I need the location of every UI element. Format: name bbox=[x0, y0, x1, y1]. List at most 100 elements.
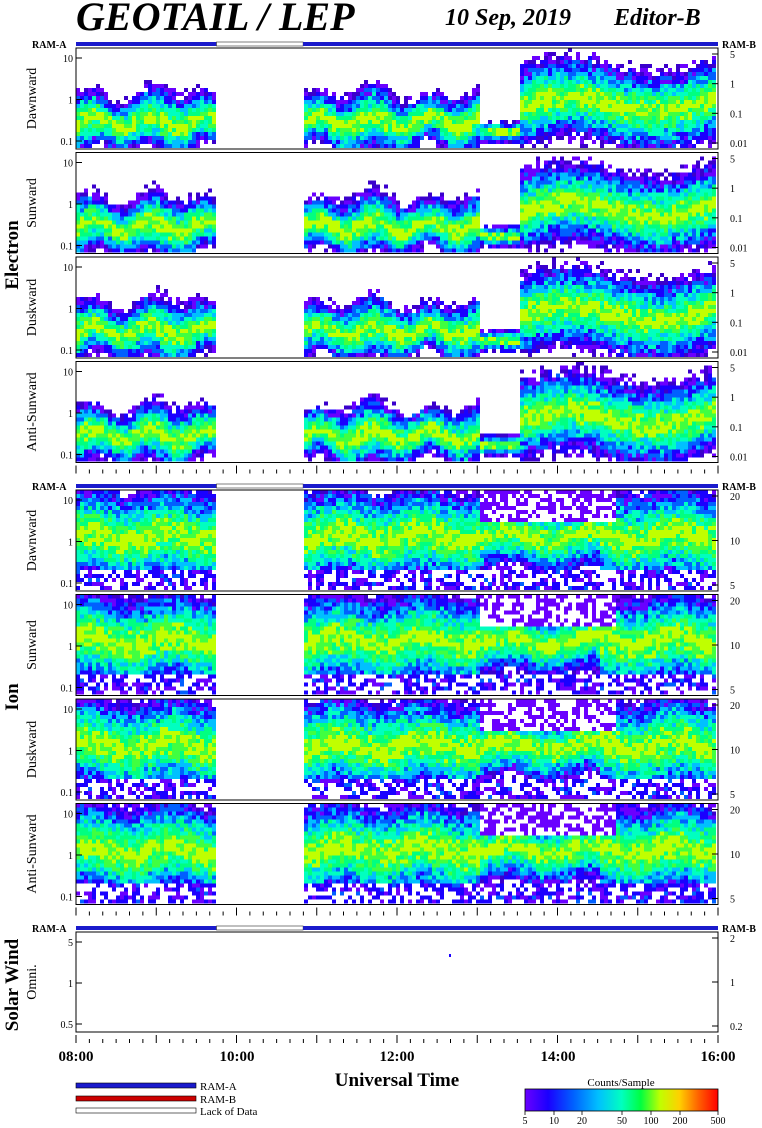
spectrogram-cell bbox=[160, 136, 164, 140]
spectrogram-cell bbox=[532, 92, 536, 96]
spectrogram-cell bbox=[412, 120, 416, 124]
spectrogram-cell bbox=[332, 237, 336, 241]
spectrogram-cell bbox=[304, 225, 308, 229]
spectrogram-cell bbox=[88, 229, 92, 233]
spectrogram-cell bbox=[176, 249, 180, 253]
spectrogram-cell bbox=[176, 309, 180, 313]
spectrogram-cell bbox=[676, 136, 680, 140]
spectrogram-cell bbox=[464, 116, 468, 120]
spectrogram-cell bbox=[396, 205, 400, 209]
spectrogram-cell bbox=[664, 249, 668, 253]
spectrogram-cell bbox=[436, 88, 440, 92]
spectrogram-cell bbox=[472, 233, 476, 237]
spectrogram-cell bbox=[332, 217, 336, 221]
spectrogram-cell bbox=[400, 124, 404, 128]
spectrogram-cell bbox=[572, 68, 576, 72]
spectrogram-cell bbox=[688, 72, 692, 76]
spectrogram-cell bbox=[676, 229, 680, 233]
spectrogram-cell bbox=[356, 104, 360, 108]
spectrogram-cell bbox=[128, 221, 132, 225]
spectrogram-cell bbox=[420, 92, 424, 96]
spectrogram-cell bbox=[624, 181, 628, 185]
spectrogram-cell bbox=[584, 213, 588, 217]
spectrogram-cell bbox=[632, 108, 636, 112]
spectrogram-cell bbox=[308, 313, 312, 317]
spectrogram-cell bbox=[616, 92, 620, 96]
spectrogram-cell bbox=[636, 201, 640, 205]
spectrogram-cell bbox=[356, 329, 360, 333]
spectrogram-cell bbox=[84, 124, 88, 128]
spectrogram-cell bbox=[536, 229, 540, 233]
spectrogram-cell bbox=[388, 144, 392, 148]
spectrogram-cell bbox=[108, 217, 112, 221]
spectrogram-cell bbox=[652, 213, 656, 217]
spectrogram-cell bbox=[332, 92, 336, 96]
spectrogram-cell bbox=[164, 329, 168, 333]
spectrogram-cell bbox=[360, 124, 364, 128]
spectrogram-cell bbox=[708, 205, 712, 209]
spectrogram-cell bbox=[700, 100, 704, 104]
spectrogram-cell bbox=[140, 124, 144, 128]
spectrogram-cell bbox=[404, 213, 408, 217]
spectrogram-cell bbox=[680, 84, 684, 88]
spectrogram-cell bbox=[340, 96, 344, 100]
spectrogram-cell bbox=[676, 88, 680, 92]
spectrogram-cell bbox=[424, 209, 428, 213]
spectrogram-cell bbox=[124, 329, 128, 333]
spectrogram-cell bbox=[168, 349, 172, 353]
spectrogram-cell bbox=[560, 72, 564, 76]
spectrogram-cell bbox=[580, 241, 584, 245]
spectrogram-cell bbox=[120, 341, 124, 345]
spectrogram-cell bbox=[156, 84, 160, 88]
spectrogram-cell bbox=[404, 225, 408, 229]
spectrogram-cell bbox=[152, 333, 156, 337]
spectrogram-cell bbox=[624, 140, 628, 144]
spectrogram-cell bbox=[616, 169, 620, 173]
spectrogram-cell bbox=[92, 140, 96, 144]
spectrogram-cell bbox=[308, 217, 312, 221]
spectrogram-cell bbox=[420, 213, 424, 217]
spectrogram-cell bbox=[520, 209, 524, 213]
spectrogram-cell bbox=[532, 132, 536, 136]
spectrogram-cell bbox=[360, 108, 364, 112]
spectrogram-cell bbox=[200, 237, 204, 241]
spectrogram-cell bbox=[352, 209, 356, 213]
spectrogram-cell bbox=[128, 120, 132, 124]
spectrogram-cell bbox=[624, 193, 628, 197]
spectrogram-cell bbox=[612, 245, 616, 249]
spectrogram-cell bbox=[360, 245, 364, 249]
spectrogram-cell bbox=[668, 205, 672, 209]
spectrogram-cell bbox=[160, 120, 164, 124]
spectrogram-cell bbox=[388, 96, 392, 100]
spectrogram-cell bbox=[540, 96, 544, 100]
spectrogram-cell bbox=[676, 213, 680, 217]
spectrogram-cell bbox=[320, 104, 324, 108]
spectrogram-cell bbox=[436, 92, 440, 96]
spectrogram-cell bbox=[188, 225, 192, 229]
spectrogram-cell bbox=[656, 124, 660, 128]
spectrogram-cell bbox=[388, 116, 392, 120]
spectrogram-cell bbox=[604, 136, 608, 140]
spectrogram-cell bbox=[460, 209, 464, 213]
spectrogram-cell bbox=[196, 104, 200, 108]
spectrogram-cell bbox=[556, 201, 560, 205]
spectrogram-cell bbox=[680, 72, 684, 76]
spectrogram-cell bbox=[688, 209, 692, 213]
spectrogram-cell bbox=[648, 169, 652, 173]
spectrogram-cell bbox=[144, 309, 148, 313]
spectrogram-cell bbox=[188, 297, 192, 301]
spectrogram-cell bbox=[144, 213, 148, 217]
spectrogram-cell bbox=[596, 128, 600, 132]
spectrogram-cell bbox=[364, 189, 368, 193]
spectrogram-cell bbox=[320, 313, 324, 317]
spectrogram-cell bbox=[168, 297, 172, 301]
spectrogram-cell bbox=[308, 197, 312, 201]
spectrogram-cell bbox=[320, 321, 324, 325]
spectrogram-cell bbox=[188, 112, 192, 116]
spectrogram-cell bbox=[140, 349, 144, 353]
spectrogram-cell bbox=[652, 104, 656, 108]
spectrogram-cell bbox=[656, 237, 660, 241]
spectrogram-cell bbox=[352, 124, 356, 128]
spectrogram-cell bbox=[588, 128, 592, 132]
spectrogram-cell bbox=[596, 221, 600, 225]
